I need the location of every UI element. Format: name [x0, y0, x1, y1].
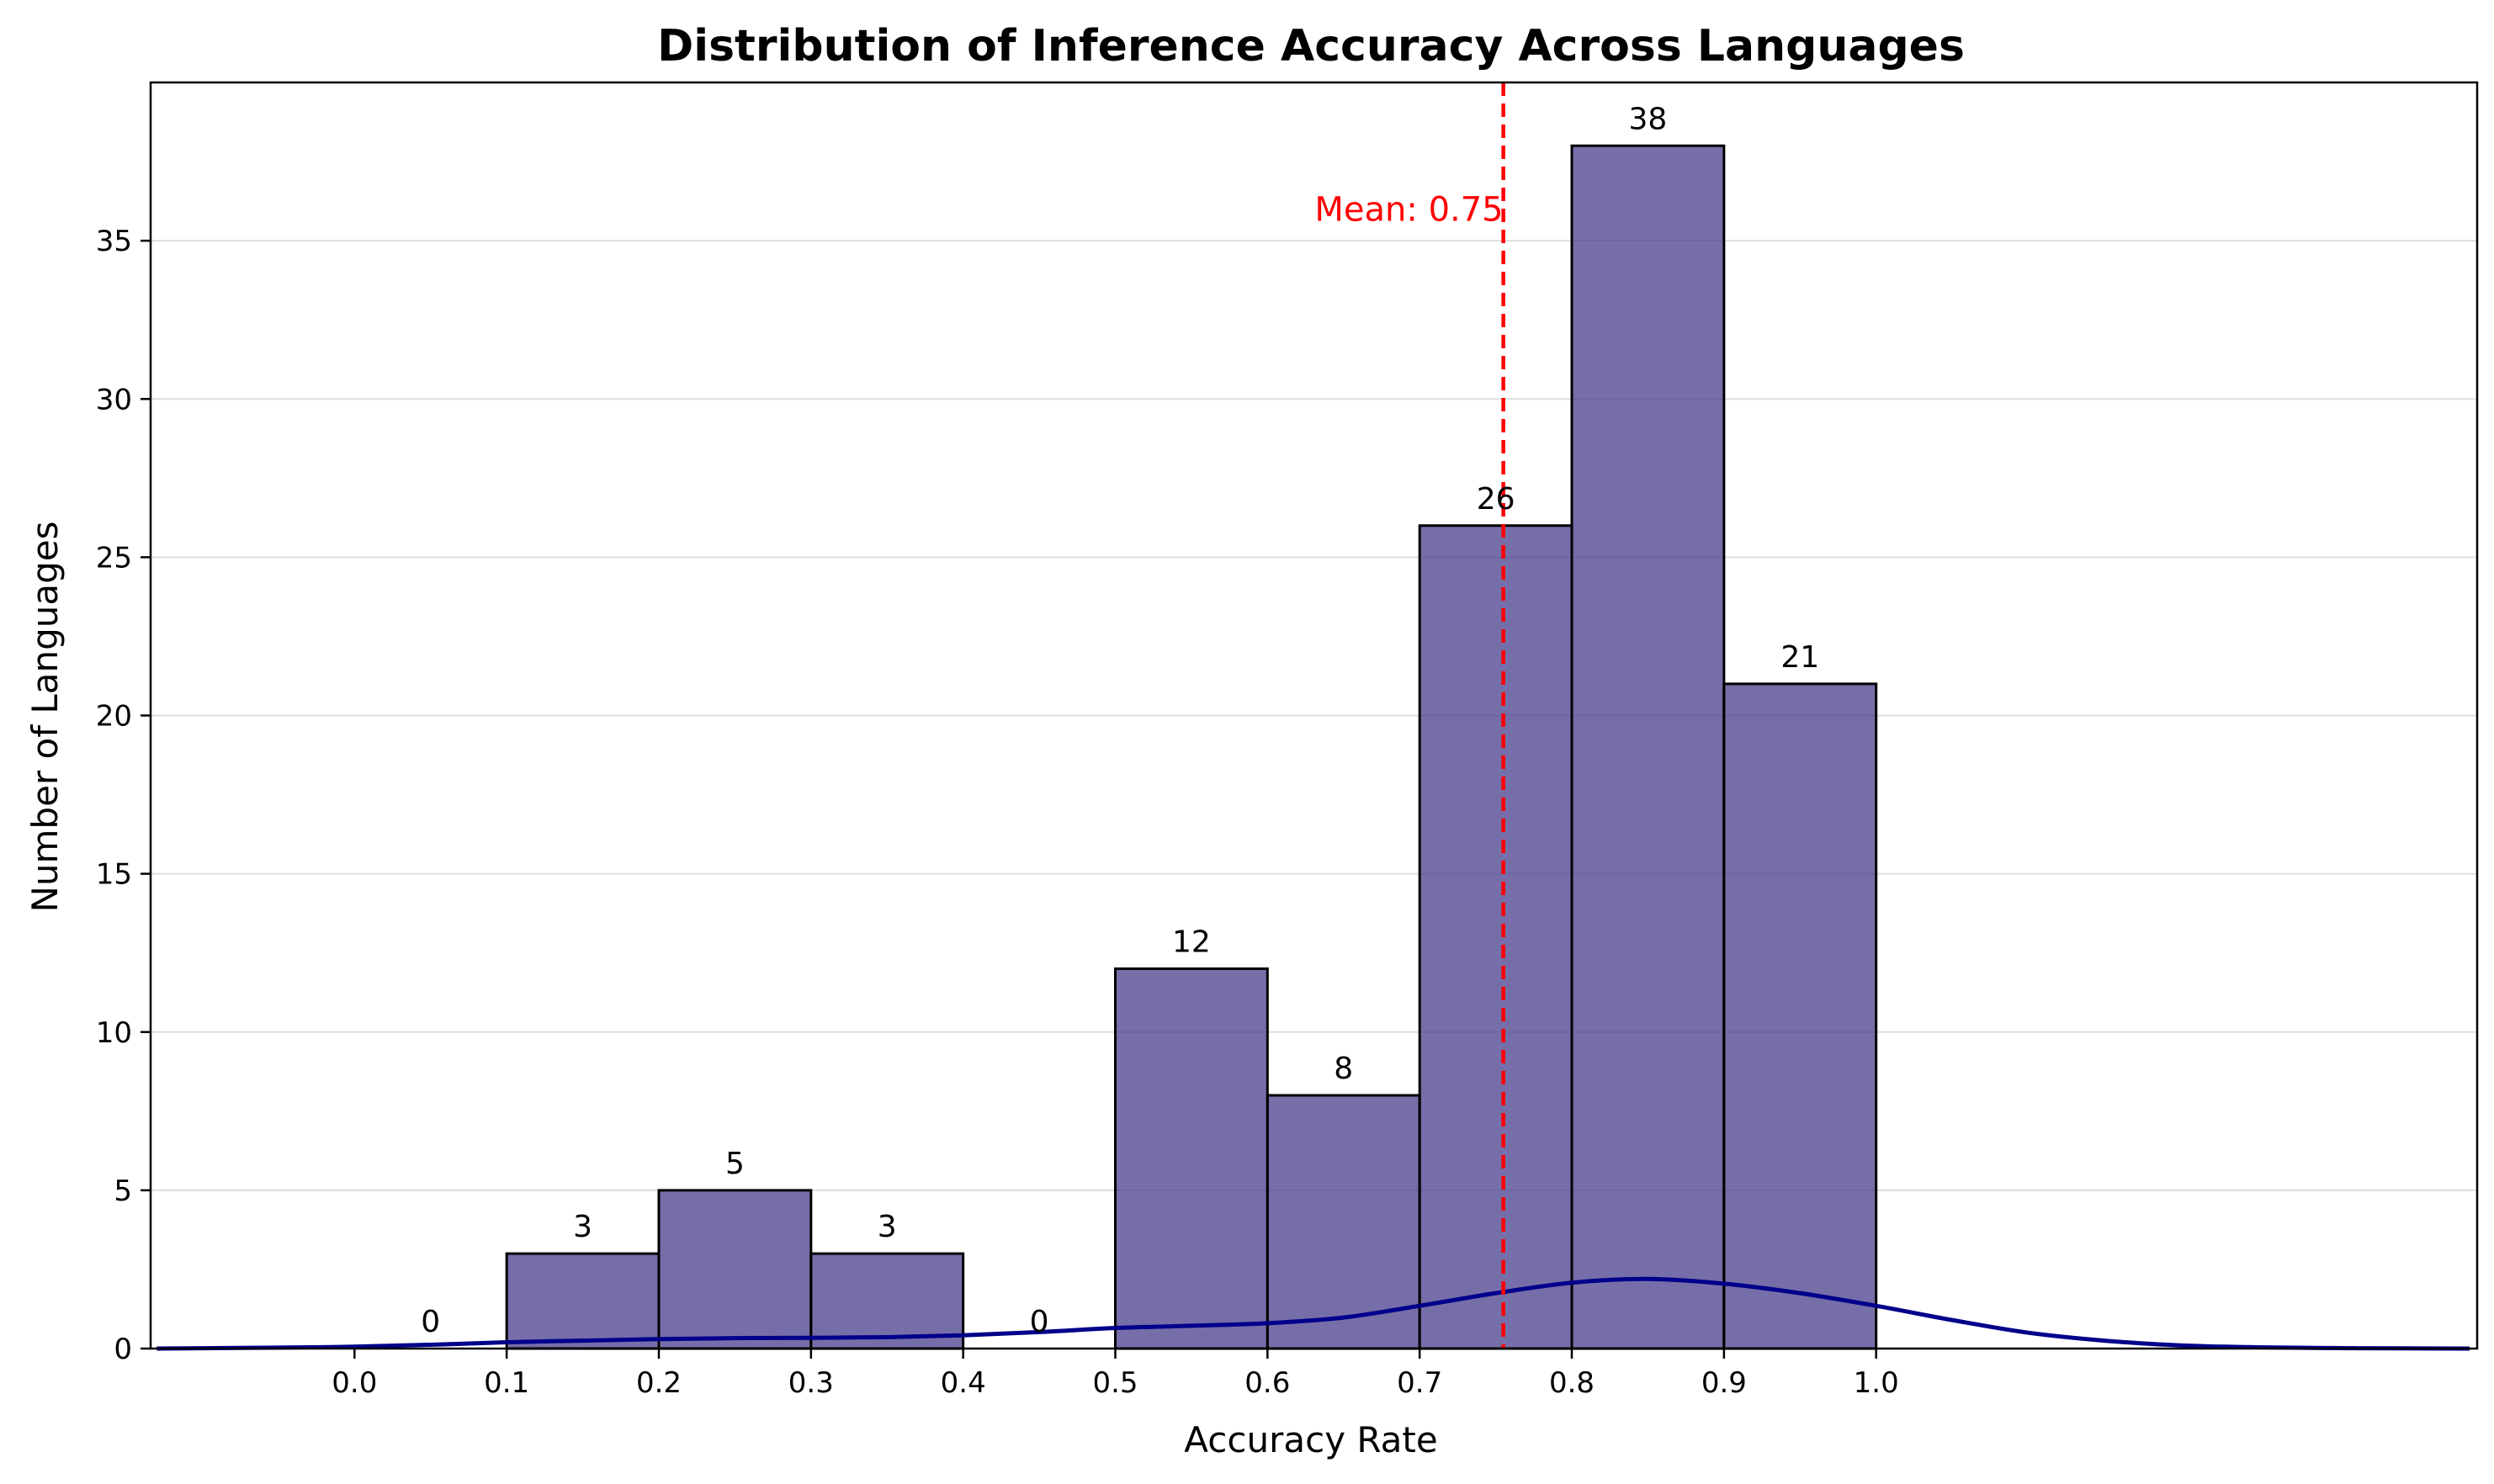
- x-tick-label: 0.0: [332, 1366, 377, 1400]
- y-tick-label: 20: [96, 700, 132, 734]
- x-tick-label: 1.0: [1854, 1366, 1899, 1400]
- bar-count-label: 26: [1477, 482, 1515, 517]
- y-tick-label: 35: [96, 225, 132, 258]
- x-tick-label: 0.2: [636, 1366, 682, 1400]
- histogram-bar: [1570, 144, 1726, 1350]
- histogram-bar: [1266, 1094, 1421, 1350]
- x-tick-label: 0.1: [484, 1366, 529, 1400]
- bar-count-label: 8: [1334, 1052, 1353, 1086]
- x-tick-label: 0.3: [788, 1366, 834, 1400]
- histogram-bar: [1722, 682, 1878, 1350]
- histogram-bar: [505, 1252, 661, 1350]
- mean-label: Mean: 0.75: [1314, 191, 1503, 230]
- bar-count-label: 12: [1172, 925, 1211, 960]
- grid-lines: [151, 240, 2477, 1191]
- bar-count-label: 21: [1780, 640, 1819, 675]
- histogram-bar: [1418, 524, 1573, 1350]
- y-axis-label: Number of Languages: [24, 521, 66, 912]
- bar-count-label: 38: [1629, 102, 1668, 136]
- mean-marker: Mean: 0.75: [1314, 82, 1505, 1349]
- histogram-bars: [505, 144, 1878, 1350]
- x-tick-label: 0.7: [1397, 1366, 1442, 1400]
- x-tick-label: 0.5: [1092, 1366, 1138, 1400]
- bar-count-labels: 0 3 5 3 0 12 8 26 38 21: [421, 102, 1819, 1339]
- y-tick-label: 30: [96, 383, 132, 416]
- bar-count-label: 3: [878, 1210, 897, 1244]
- x-tick-label: 0.9: [1701, 1366, 1747, 1400]
- x-axis-ticks: 0.0 0.1 0.2 0.3 0.4 0.5 0.6 0.7 0.8 0.9 1.0: [332, 1349, 1899, 1400]
- y-tick-label: 15: [96, 858, 132, 892]
- bar-count-label: 0: [1030, 1305, 1049, 1339]
- y-axis-ticks: 0 5 10 15 20 25 30 35: [96, 225, 151, 1366]
- chart-title: Distribution of Inference Accuracy Acros…: [657, 21, 1965, 72]
- bar-count-label: 5: [725, 1147, 745, 1181]
- kde-line: [157, 1276, 2470, 1351]
- x-tick-label: 0.6: [1244, 1366, 1290, 1400]
- y-tick-label: 10: [96, 1016, 132, 1050]
- kde-curve: [157, 1276, 2470, 1351]
- histogram-bar: [657, 1189, 813, 1350]
- bar-count-label: 0: [421, 1305, 440, 1339]
- y-tick-label: 25: [96, 541, 132, 575]
- x-axis-label: Accuracy Rate: [1184, 1419, 1437, 1460]
- y-tick-label: 5: [114, 1174, 132, 1208]
- x-tick-label: 0.8: [1549, 1366, 1595, 1400]
- y-tick-label: 0: [114, 1333, 132, 1366]
- x-tick-label: 0.4: [941, 1366, 986, 1400]
- bar-count-label: 3: [573, 1210, 592, 1244]
- histogram-bar: [1114, 967, 1269, 1350]
